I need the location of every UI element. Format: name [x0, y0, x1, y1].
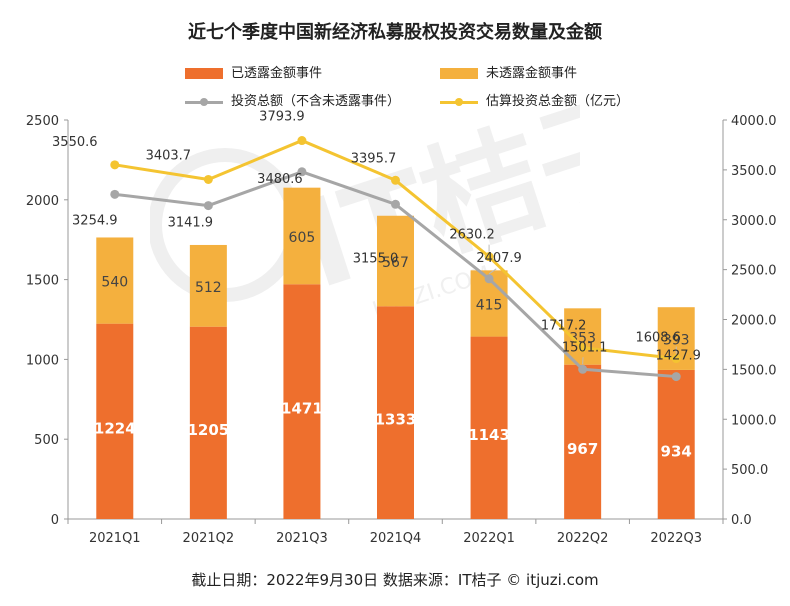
bar-undisclosed	[189, 244, 227, 327]
bar-disclosed	[96, 323, 134, 519]
y2-tick-label: 500.0	[731, 463, 768, 478]
total-investment-point	[391, 199, 400, 209]
y2-tick-label: 2000.0	[731, 314, 777, 329]
bar-label-undisclosed: 393	[663, 333, 690, 349]
bar-label-undisclosed: 567	[382, 255, 409, 271]
estimated-total-point	[578, 343, 588, 353]
y2-tick-label: 0.0	[731, 513, 752, 528]
total-investment-point	[203, 201, 213, 211]
chart-title: 近七个季度中国新经济私募股权投资交易数量及金额	[188, 22, 602, 43]
line-label-estimated-total: 3403.7	[146, 148, 192, 163]
y2-tick-label: 3000.0	[731, 214, 777, 229]
estimated-total-point	[391, 175, 400, 185]
bar-label-undisclosed: 512	[195, 280, 222, 296]
bar-label-disclosed: 934	[661, 442, 692, 460]
y2-tick-label: 1500.0	[731, 363, 777, 378]
label-leader-line	[488, 268, 497, 275]
legend-label: 投资总额（不含未透露事件）	[231, 94, 401, 109]
y-tick-label: 1500	[26, 274, 59, 289]
x-tick-label: 2021Q2	[183, 531, 235, 546]
estimated-total-point	[671, 354, 681, 364]
y-tick-label: 1000	[26, 353, 59, 368]
bar-label-disclosed: 1143	[468, 426, 510, 444]
bar-label-disclosed: 967	[567, 440, 598, 458]
y2-tick-label: 4000.0	[731, 114, 777, 129]
bar-label-undisclosed: 605	[289, 230, 316, 246]
total-investment-point	[671, 372, 681, 382]
bar-disclosed	[657, 369, 695, 519]
y-tick-label: 0	[51, 513, 59, 528]
bar-label-disclosed: 1205	[187, 421, 229, 439]
legend-swatch	[440, 95, 478, 109]
line-label-total-investment: 2407.9	[476, 251, 522, 266]
bar-undisclosed	[283, 187, 321, 285]
x-tick-label: 2021Q3	[276, 531, 328, 546]
bar-label-undisclosed: 415	[476, 297, 503, 313]
line-label-estimated-total: 3395.7	[351, 151, 397, 166]
line-label-estimated-total: 1608.6	[635, 331, 681, 346]
y-tick-label: 500	[34, 433, 59, 448]
x-tick-label: 2022Q3	[650, 531, 702, 546]
legend-item-estimated-total: 估算投资总金额（亿元）	[440, 90, 629, 109]
line-label-total-investment: 3155.0	[353, 251, 399, 266]
legend-item-disclosed: 已透露金额事件	[185, 62, 322, 81]
legend-label: 估算投资总金额（亿元）	[486, 94, 630, 109]
line-label-estimated-total: 3550.6	[52, 135, 98, 150]
bar-undisclosed	[377, 215, 414, 307]
y2-tick-label: 3500.0	[731, 164, 777, 179]
bar-undisclosed	[96, 237, 134, 324]
estimated-total-point	[110, 160, 120, 170]
total-investment-point	[484, 274, 494, 284]
line-label-total-investment: 3254.9	[72, 213, 118, 228]
y2-tick-label: 1000.0	[731, 413, 777, 428]
estimated-total-point	[297, 136, 307, 146]
legend-swatch	[185, 68, 223, 79]
bar-disclosed	[283, 284, 321, 519]
y-tick-label: 2000	[26, 194, 59, 209]
bar-disclosed	[470, 336, 508, 519]
estimated-total-point	[203, 174, 213, 184]
line-label-estimated-total: 1717.2	[541, 319, 587, 334]
x-tick-label: 2022Q2	[557, 531, 609, 546]
x-tick-label: 2021Q1	[89, 531, 141, 546]
legend-item-undisclosed: 未透露金额事件	[440, 62, 577, 81]
line-label-total-investment: 3141.9	[168, 216, 214, 231]
bar-disclosed	[189, 326, 227, 519]
y-tick-label: 2500	[26, 114, 59, 129]
bar-label-disclosed: 1333	[375, 411, 417, 429]
bar-label-disclosed: 1224	[94, 419, 136, 437]
line-label-total-investment: 1501.1	[562, 340, 608, 355]
total-investment-point	[110, 189, 120, 199]
x-tick-label: 2022Q1	[463, 531, 515, 546]
line-label-total-investment: 1427.9	[655, 349, 701, 364]
line-label-estimated-total: 3793.9	[259, 110, 305, 125]
legend-label: 未透露金额事件	[486, 66, 578, 81]
legend-item-total-investment: 投资总额（不含未透露事件）	[185, 90, 400, 109]
bar-disclosed	[564, 364, 602, 519]
bar-label-disclosed: 1471	[281, 400, 323, 418]
bar-disclosed	[377, 306, 414, 519]
line-label-estimated-total: 2630.2	[449, 228, 495, 243]
x-tick-label: 2021Q4	[370, 531, 422, 546]
legend-swatch	[440, 68, 478, 79]
bar-label-undisclosed: 540	[101, 275, 128, 291]
estimated-total-point	[484, 252, 494, 262]
total-investment-point	[578, 364, 588, 374]
line-label-total-investment: 3480.6	[257, 172, 303, 187]
legend-swatch	[185, 95, 223, 109]
total-investment-point	[297, 167, 307, 177]
legend-label: 已透露金额事件	[231, 66, 323, 81]
footer-source: 截止日期：2022年9月30日 数据来源：IT桔子 © itjuzi.com	[191, 571, 599, 589]
y2-tick-label: 2500.0	[731, 264, 777, 279]
